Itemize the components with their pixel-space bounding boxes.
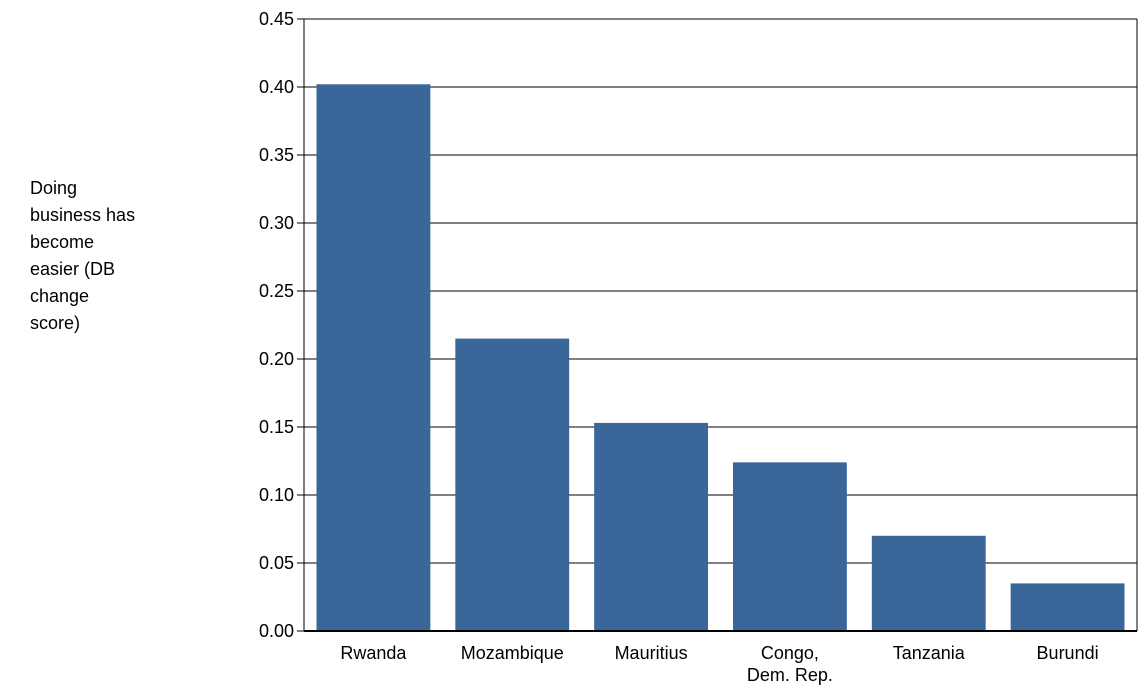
y-tick-label: 0.00 <box>259 621 294 641</box>
x-tick-label: Mauritius <box>615 643 688 663</box>
y-tick-label: 0.05 <box>259 553 294 573</box>
y-tick-label: 0.15 <box>259 417 294 437</box>
bar <box>732 462 847 631</box>
y-tick-label: 0.25 <box>259 281 294 301</box>
y-tick-label: 0.30 <box>259 213 294 233</box>
y-axis-label-line: Doing <box>30 178 78 198</box>
x-tick-label: Tanzania <box>893 643 966 663</box>
y-axis-label-line: score) <box>30 313 81 333</box>
y-axis-label-line: easier (DB <box>30 259 116 279</box>
y-axis-label: Doing business has become easier (DB change s… <box>30 175 170 337</box>
y-tick-label: 0.35 <box>259 145 294 165</box>
y-axis-label-line: business has <box>30 205 136 225</box>
x-tick-label: Mozambique <box>461 643 564 663</box>
bar <box>594 422 709 631</box>
y-axis-label-line: change <box>30 286 90 306</box>
x-tick-label: Congo, <box>761 643 819 663</box>
bar <box>455 338 570 631</box>
y-tick-label: 0.45 <box>259 9 294 29</box>
y-axis-label-line: become <box>30 232 95 252</box>
y-tick-label: 0.10 <box>259 485 294 505</box>
y-tick-label: 0.20 <box>259 349 294 369</box>
bar <box>316 84 431 631</box>
y-tick-label: 0.40 <box>259 77 294 97</box>
x-tick-label: Burundi <box>1037 643 1099 663</box>
bar <box>1010 583 1125 631</box>
bar <box>871 535 986 631</box>
x-tick-label: Rwanda <box>340 643 407 663</box>
x-tick-label: Dem. Rep. <box>747 665 833 685</box>
